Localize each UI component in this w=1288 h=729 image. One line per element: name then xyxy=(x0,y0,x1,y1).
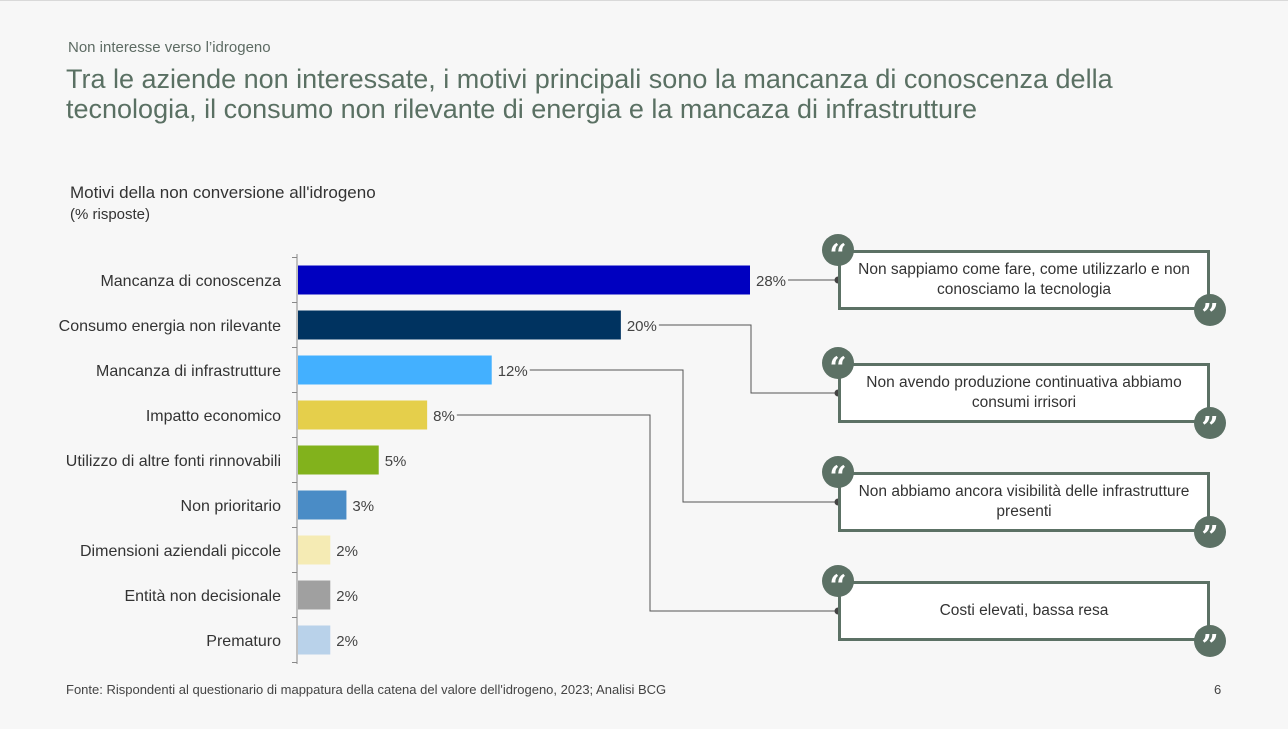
close-quote-icon: ” xyxy=(1194,407,1226,446)
quote-text: Costi elevati, bassa resa xyxy=(939,602,1109,619)
page-number: 6 xyxy=(1214,682,1222,697)
value-label: 20% xyxy=(627,318,657,335)
category-label: Prematuro xyxy=(206,633,281,650)
category-label: Consumo energia non rilevante xyxy=(59,318,281,335)
open-quote-icon: “ xyxy=(822,234,854,273)
category-label: Mancanza di infrastrutture xyxy=(96,363,281,380)
quote-box: Costi elevati, bassa resa xyxy=(838,581,1210,641)
value-label: 8% xyxy=(433,408,455,425)
page-headline: Tra le aziende non interessate, i motivi… xyxy=(66,64,1113,124)
quote-text: Non avendo produzione continuativa abbia… xyxy=(866,374,1182,411)
category-label: Impatto economico xyxy=(146,408,281,425)
category-label: Utilizzo di altre fonti rinnovabili xyxy=(66,453,281,470)
quote-text: Non sappiamo come fare, come utilizzarlo… xyxy=(858,261,1190,298)
source-footnote: Fonte: Rispondenti al questionario di ma… xyxy=(66,682,667,697)
chart-title: Motivi della non conversione all'idrogen… xyxy=(70,183,376,202)
bar xyxy=(298,535,331,565)
value-label: 3% xyxy=(352,498,374,515)
bar xyxy=(298,265,750,295)
close-quote-icon: ” xyxy=(1194,294,1226,333)
close-quote-icon: ” xyxy=(1194,625,1226,664)
quote-box: Non avendo produzione continuativa abbia… xyxy=(838,363,1210,423)
bar-chart: Mancanza di conoscenza 28% Consumo energia… xyxy=(59,254,786,664)
value-label: 2% xyxy=(336,588,358,605)
category-label: Mancanza di conoscenza xyxy=(100,273,281,290)
category-label: Non prioritario xyxy=(181,498,282,515)
open-quote-icon: “ xyxy=(822,347,854,386)
open-quote-icon: “ xyxy=(822,565,854,604)
bar xyxy=(298,625,331,655)
bar xyxy=(298,400,428,430)
top-divider xyxy=(0,0,1288,1)
quote-text: Non abbiamo ancora visibilità delle infr… xyxy=(858,483,1190,520)
category-label: Dimensioni aziendali piccole xyxy=(80,543,281,560)
value-label: 28% xyxy=(756,273,786,290)
value-label: 12% xyxy=(498,363,528,380)
quote-box: Non abbiamo ancora visibilità delle infr… xyxy=(838,472,1210,532)
bar xyxy=(298,310,621,340)
bar xyxy=(298,580,331,610)
quote-box: Non sappiamo come fare, come utilizzarlo… xyxy=(838,250,1210,310)
value-label: 5% xyxy=(385,453,407,470)
bar xyxy=(298,355,492,385)
section-kicker: Non interesse verso l’idrogeno xyxy=(68,39,271,56)
open-quote-icon: “ xyxy=(822,456,854,495)
value-label: 2% xyxy=(336,633,358,650)
category-label: Entità non decisionale xyxy=(124,588,281,605)
close-quote-icon: ” xyxy=(1194,516,1226,555)
bar xyxy=(298,490,347,520)
chart-subtitle: (% risposte) xyxy=(70,206,151,223)
value-label: 2% xyxy=(336,543,358,560)
bar xyxy=(298,445,379,475)
